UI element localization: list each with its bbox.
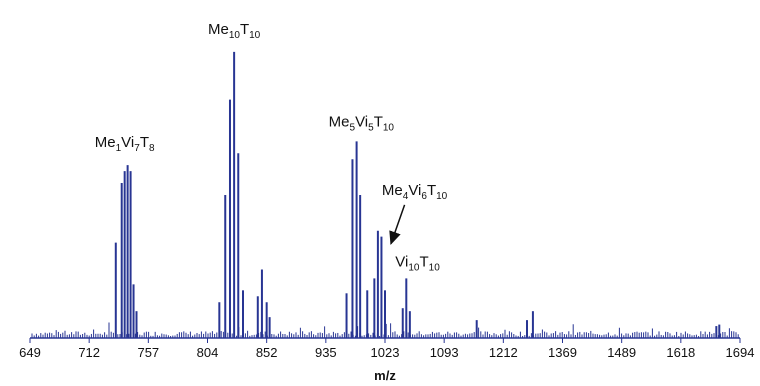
x-tick-label: 1489 bbox=[607, 345, 636, 360]
annotation-subscript: 5 bbox=[368, 122, 374, 133]
annotation-text: Vi bbox=[121, 134, 134, 151]
x-tick-label: 935 bbox=[315, 345, 337, 360]
annotation-text: Me bbox=[208, 21, 229, 38]
annotation-subscript: 10 bbox=[249, 30, 261, 41]
annotation-text: Vi bbox=[408, 182, 421, 199]
annotation-subscript: 10 bbox=[408, 262, 420, 273]
annotation-subscript: 7 bbox=[134, 143, 140, 154]
x-tick-label: 1212 bbox=[489, 345, 518, 360]
x-tick-label: 1023 bbox=[371, 345, 400, 360]
annotation-text: T bbox=[240, 21, 249, 38]
x-tick-label: 1093 bbox=[430, 345, 459, 360]
annotation-subscript: 10 bbox=[436, 191, 448, 202]
annotation-subscript: 6 bbox=[421, 191, 427, 202]
peak-annotation: Me5Vi5T10 bbox=[329, 113, 395, 133]
peak-annotation: Vi10T10 bbox=[395, 253, 440, 273]
annotation-subscript: 5 bbox=[350, 122, 356, 133]
annotation-subscript: 10 bbox=[383, 122, 395, 133]
peak-annotation: Me1Vi7T8 bbox=[95, 134, 155, 154]
x-tick-label: 712 bbox=[78, 345, 100, 360]
annotation-text: Vi bbox=[395, 253, 408, 270]
annotation-subscript: 10 bbox=[229, 30, 241, 41]
annotation-text: Me bbox=[382, 182, 403, 199]
annotation-subscript: 10 bbox=[429, 262, 441, 273]
annotation-text: T bbox=[374, 113, 383, 130]
peak-annotation: Me4Vi6T10 bbox=[382, 182, 448, 202]
x-tick-label: 852 bbox=[256, 345, 278, 360]
x-tick-label: 804 bbox=[197, 345, 219, 360]
annotation-text: Vi bbox=[355, 113, 368, 130]
x-axis-ticks bbox=[29, 338, 741, 343]
x-tick-label: 757 bbox=[137, 345, 159, 360]
annotation-text: T bbox=[427, 182, 436, 199]
x-tick-label: 649 bbox=[19, 345, 41, 360]
annotation-text: T bbox=[140, 134, 149, 151]
peaks bbox=[114, 51, 721, 338]
annotation-subscript: 8 bbox=[149, 143, 155, 154]
annotation-subscript: 1 bbox=[116, 143, 122, 154]
annotation-text: Me bbox=[95, 134, 116, 151]
x-axis-tick-labels: 649 712 757 804 852 935 1023 1093 1212 1369 1489 16… bbox=[19, 345, 754, 360]
x-tick-label: 1369 bbox=[548, 345, 577, 360]
annotation-subscript: 4 bbox=[403, 191, 409, 202]
annotation-text: Me bbox=[329, 113, 350, 130]
x-tick-label: 1694 bbox=[726, 345, 755, 360]
peak-annotation: Me10T10 bbox=[208, 21, 261, 41]
x-tick-label: 1618 bbox=[666, 345, 695, 360]
x-axis-label: m/z bbox=[374, 368, 396, 383]
annotation-arrow bbox=[389, 204, 406, 246]
annotation-text: T bbox=[419, 253, 428, 270]
